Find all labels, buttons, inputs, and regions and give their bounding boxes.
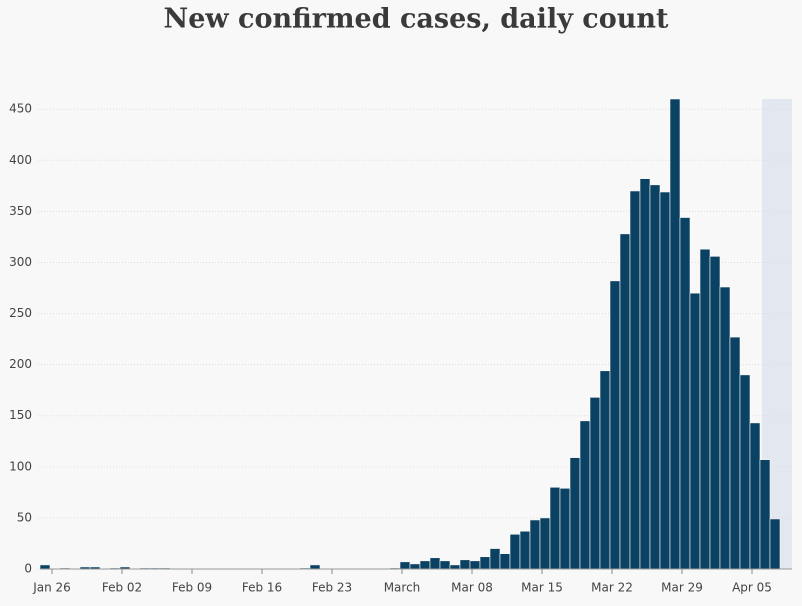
y-tick-label: 250 [9,306,32,320]
bar [659,191,671,570]
bar [589,397,601,570]
bar [639,178,651,570]
bar [679,217,691,570]
bar [459,559,471,570]
chart-title: New confirmed cases, daily count [164,4,669,35]
y-tick-label: 400 [9,153,32,167]
x-tick-label: Feb 09 [172,581,212,595]
x-tick-label: Feb 16 [242,581,282,595]
x-tick-label: March [384,581,421,595]
bar [449,564,461,570]
bar [439,560,451,570]
y-tick-label: 150 [9,408,32,422]
bar [749,422,761,570]
bar [549,486,561,570]
bar [39,564,51,570]
bar [729,336,741,570]
y-tick-label: 450 [9,102,32,116]
bar [689,292,701,570]
y-tick-label: 0 [24,562,32,576]
bar [479,556,491,570]
bar [419,560,431,570]
bar [559,487,571,570]
bar [499,553,511,570]
bar [649,184,661,570]
bar [529,519,541,570]
bar [599,370,611,570]
y-tick-label: 300 [9,255,32,269]
bar [739,374,751,570]
x-tick-label: Mar 29 [661,581,703,595]
bar [519,530,531,570]
x-tick-label: Mar 22 [591,581,633,595]
bar [619,233,631,570]
bar [709,256,721,570]
x-tick-label: Mar 08 [451,581,493,595]
bar [579,420,591,570]
y-tick-label: 50 [17,510,32,524]
bar [629,190,641,570]
bar [769,518,781,570]
x-tick-label: Mar 15 [521,581,563,595]
y-tick-label: 350 [9,204,32,218]
bar [509,533,521,570]
bar [699,248,711,570]
bar [489,548,501,570]
y-tick-label: 200 [9,357,32,371]
y-tick-label: 100 [9,459,32,473]
x-tick-label: Feb 23 [312,581,352,595]
bar [759,459,771,570]
bar [539,517,551,570]
bar [719,286,731,570]
bar [609,280,621,570]
x-tick-label: Jan 26 [32,581,71,595]
bar [669,98,681,570]
bar [399,561,411,570]
bar [469,560,481,570]
bar [429,557,441,570]
bar [409,563,421,570]
bar [569,457,581,570]
bar [309,564,321,570]
x-tick-label: Apr 05 [732,581,772,595]
x-tick-label: Feb 02 [102,581,142,595]
